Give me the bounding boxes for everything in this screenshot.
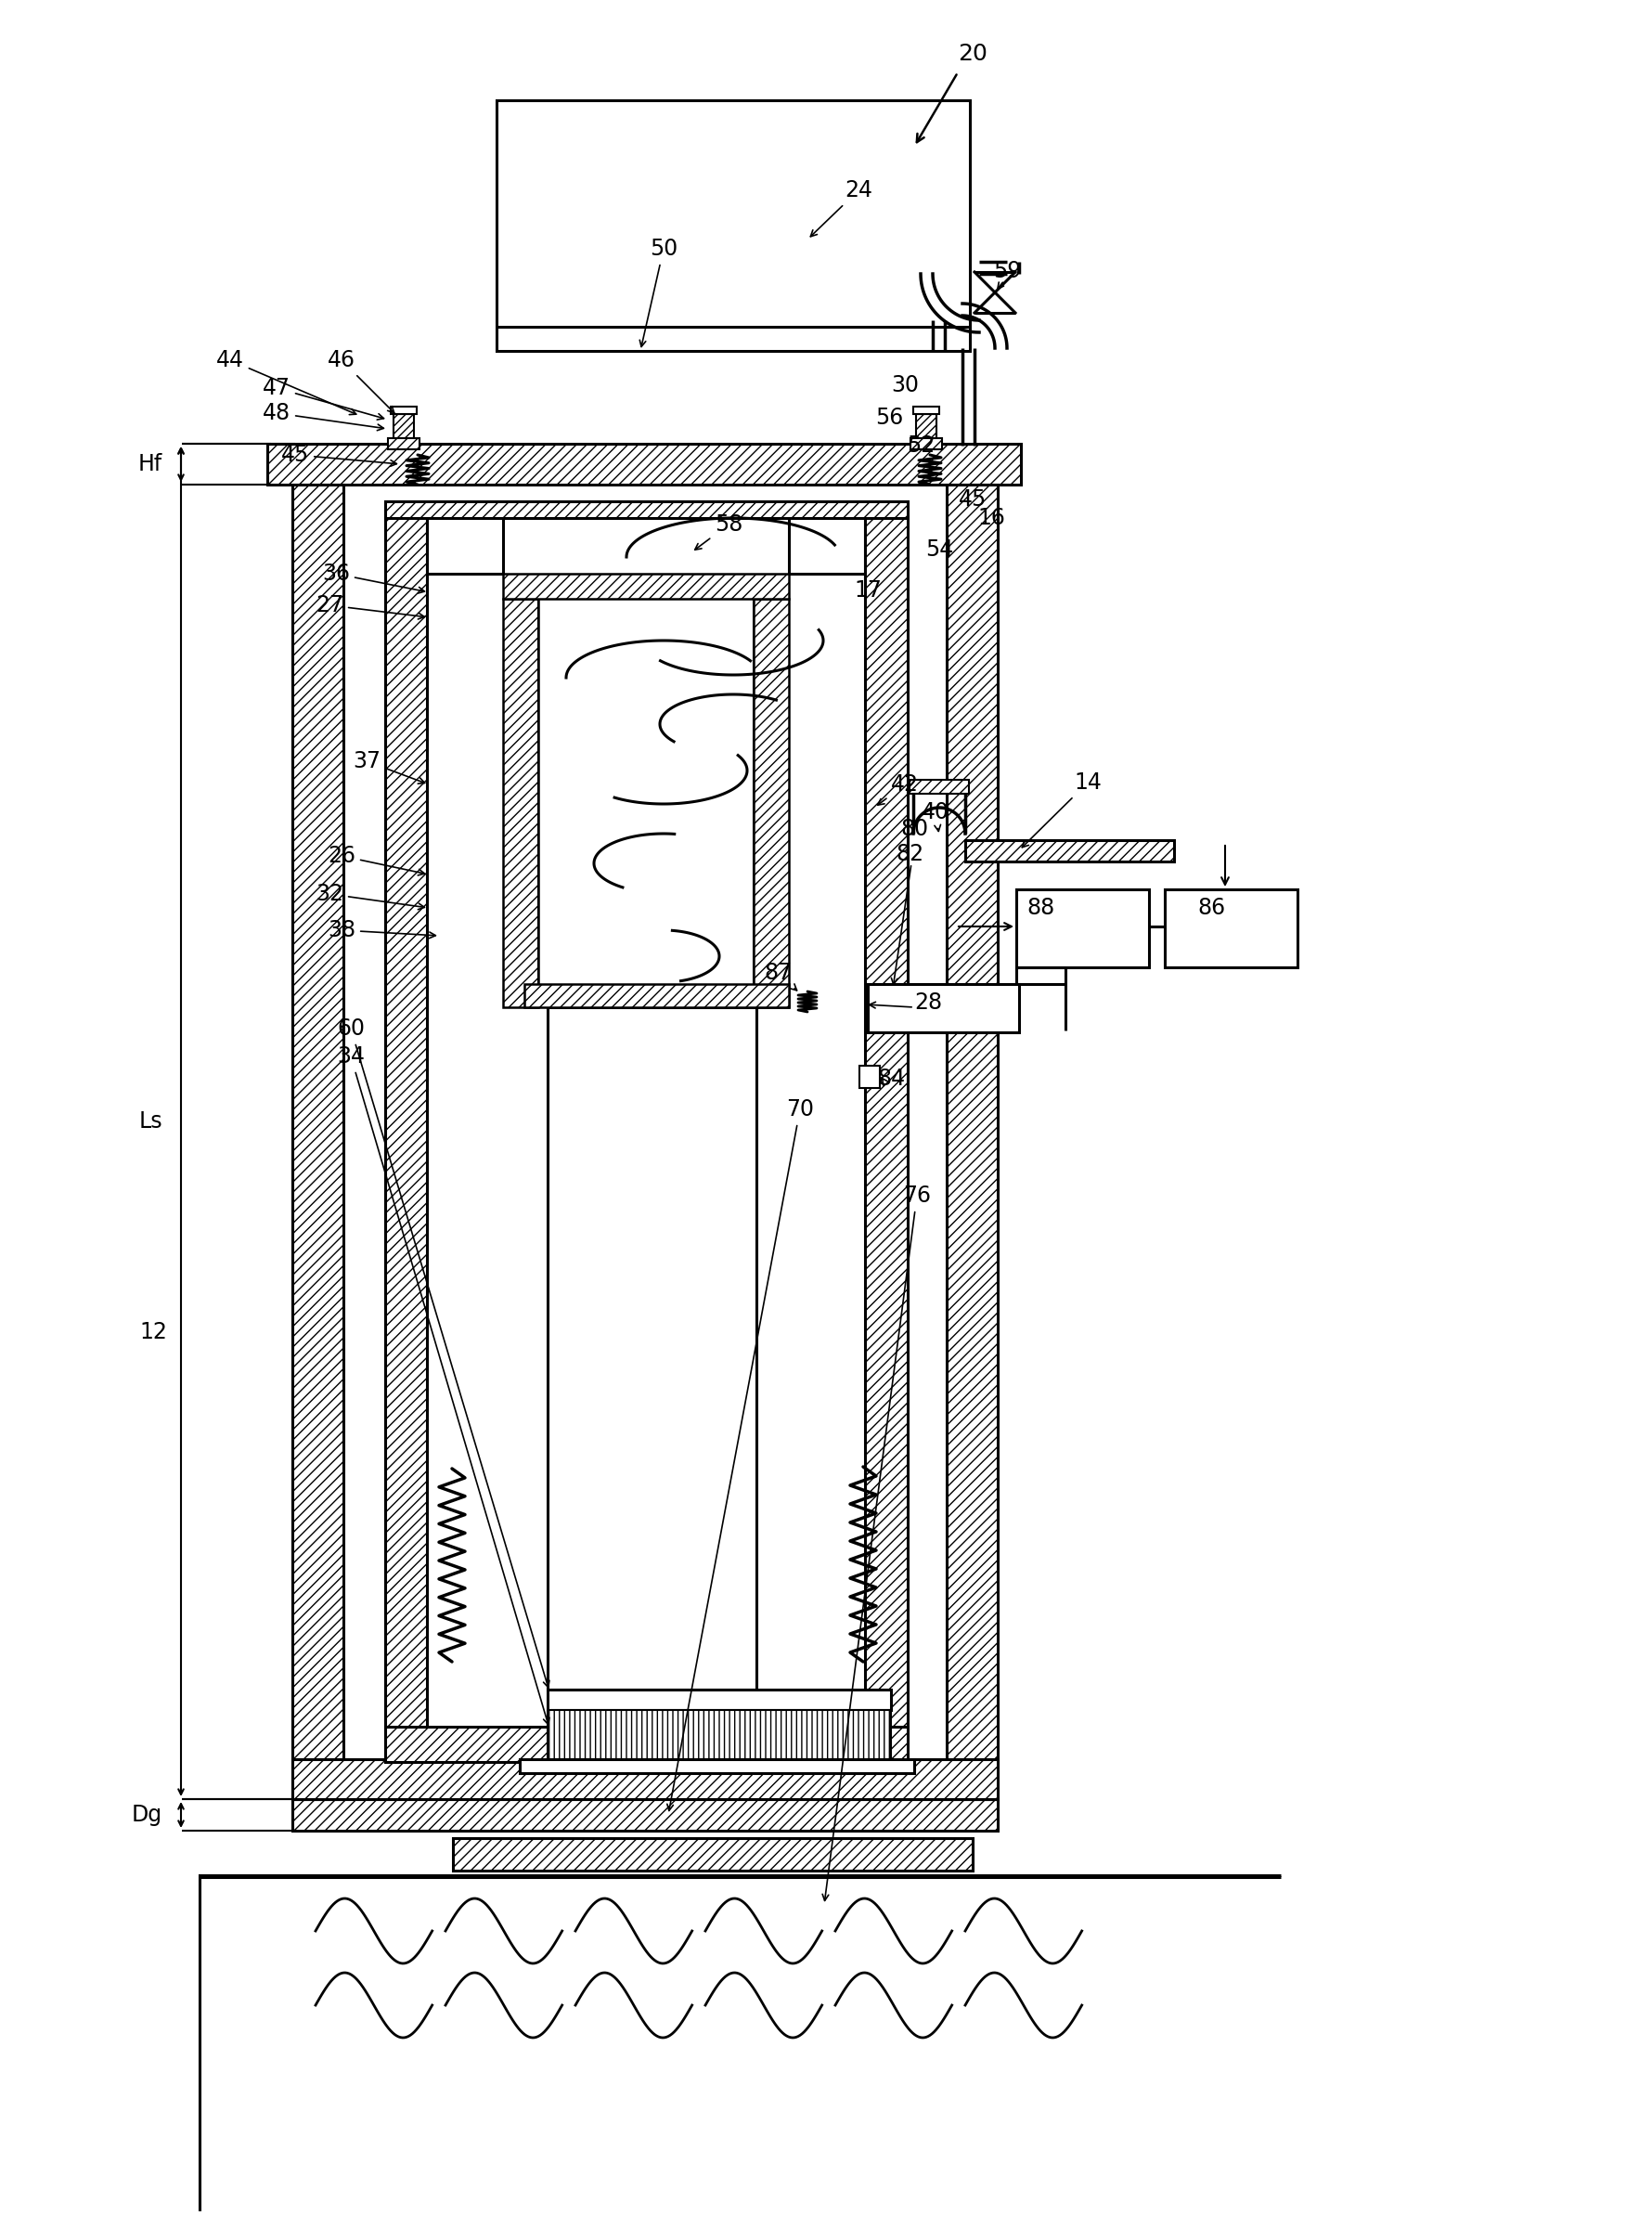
- Bar: [947, 483, 998, 1800]
- Text: Hf: Hf: [139, 452, 162, 475]
- Bar: [547, 1711, 890, 1760]
- Bar: [914, 405, 940, 414]
- Bar: [392, 405, 416, 414]
- Text: 50: 50: [639, 238, 677, 348]
- Bar: [859, 1065, 881, 1087]
- Text: 40: 40: [922, 802, 950, 831]
- Text: 45: 45: [281, 443, 396, 466]
- Text: 86: 86: [1198, 896, 1226, 918]
- Text: 36: 36: [322, 561, 425, 593]
- Text: 76: 76: [823, 1185, 930, 1900]
- Text: Ls: Ls: [139, 1110, 162, 1132]
- Bar: [385, 501, 907, 517]
- Text: 30: 30: [890, 374, 919, 397]
- Text: 28: 28: [914, 991, 942, 1014]
- Text: 60: 60: [337, 1018, 550, 1687]
- Text: 42: 42: [877, 773, 919, 804]
- Text: 17: 17: [854, 579, 882, 602]
- Text: 16: 16: [978, 506, 1004, 528]
- Text: 32: 32: [316, 882, 425, 909]
- Text: 84: 84: [877, 1067, 905, 1089]
- Text: 20: 20: [958, 42, 988, 65]
- Text: 24: 24: [811, 178, 872, 236]
- Bar: [497, 100, 970, 350]
- Text: 44: 44: [216, 350, 357, 414]
- Text: 48: 48: [263, 401, 383, 430]
- Bar: [292, 483, 344, 1800]
- Text: 88: 88: [1028, 896, 1056, 918]
- Text: 34: 34: [337, 1045, 550, 1724]
- Bar: [524, 985, 790, 1007]
- Bar: [385, 515, 426, 1762]
- Text: Dg: Dg: [132, 1805, 162, 1827]
- Text: 52: 52: [907, 434, 935, 457]
- Text: 59: 59: [993, 261, 1021, 283]
- Text: 26: 26: [327, 844, 425, 876]
- Text: 27: 27: [316, 595, 425, 619]
- Text: 12: 12: [139, 1321, 167, 1343]
- Text: 14: 14: [1023, 771, 1102, 847]
- Text: 47: 47: [263, 377, 383, 419]
- Text: 54: 54: [925, 539, 953, 561]
- Bar: [393, 414, 415, 439]
- Bar: [385, 1727, 907, 1762]
- Bar: [965, 840, 1175, 862]
- Bar: [268, 443, 1021, 483]
- Bar: [547, 1007, 757, 1689]
- Bar: [866, 515, 907, 1762]
- Text: 56: 56: [876, 405, 904, 428]
- Bar: [292, 1760, 998, 1800]
- Text: 37: 37: [352, 751, 425, 784]
- Bar: [388, 439, 420, 450]
- Bar: [502, 573, 790, 599]
- Bar: [1016, 889, 1150, 967]
- Bar: [753, 599, 790, 1007]
- Bar: [867, 985, 1019, 1032]
- Bar: [292, 1800, 998, 1831]
- Bar: [453, 1838, 973, 1872]
- Bar: [1165, 889, 1297, 967]
- Bar: [910, 780, 970, 793]
- Bar: [915, 414, 937, 439]
- Text: 80: 80: [900, 818, 928, 840]
- Text: 45: 45: [958, 488, 986, 510]
- Bar: [547, 1689, 890, 1711]
- Bar: [520, 1760, 914, 1773]
- Text: 82: 82: [895, 842, 923, 864]
- Text: 87: 87: [763, 962, 796, 991]
- Bar: [502, 599, 539, 1007]
- Text: 46: 46: [327, 350, 395, 412]
- Text: 70: 70: [667, 1098, 814, 1811]
- Text: 38: 38: [327, 918, 436, 940]
- Bar: [910, 439, 942, 450]
- Text: 58: 58: [695, 512, 743, 550]
